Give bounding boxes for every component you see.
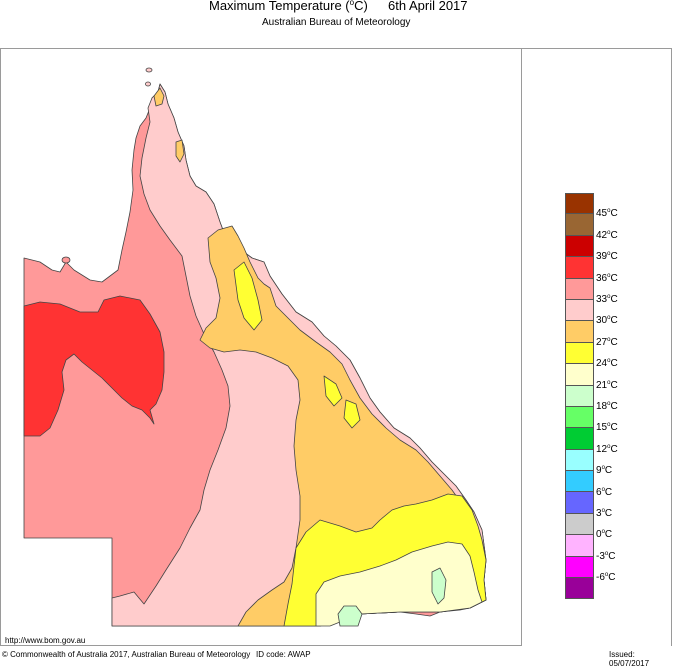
legend-label: 15oC	[596, 422, 618, 434]
copyright-notice: © Commonwealth of Australia 2017, Austra…	[2, 650, 251, 659]
legend-label: 42oC	[596, 229, 618, 241]
issued-date: Issued: 05/07/2017	[609, 650, 650, 668]
legend-band	[565, 299, 594, 322]
legend-band	[565, 535, 594, 557]
zone-24-27-spot-2	[323, 375, 343, 407]
legend-band	[565, 428, 594, 450]
legend-band	[565, 556, 594, 579]
legend-label: 30oC	[596, 315, 618, 327]
zone-24-27-spot-3	[343, 399, 361, 429]
legend-band	[565, 513, 594, 536]
legend-band	[565, 578, 594, 600]
legend-band	[565, 278, 594, 300]
legend-band	[565, 471, 594, 493]
map-bottom-border	[0, 645, 521, 646]
id-code: ID code: AWAP	[256, 650, 311, 659]
legend-label: 9oC	[596, 465, 613, 477]
legend-band	[565, 364, 594, 386]
legend-label: 3oC	[596, 508, 613, 519]
zone-36-39	[23, 295, 165, 437]
legend-label: 45oC	[596, 208, 618, 220]
legend-band	[565, 321, 594, 343]
map-subtitle: Australian Bureau of Meteorology	[262, 17, 411, 28]
legend-label: 12oC	[596, 443, 618, 455]
legend-label: 27oC	[596, 336, 618, 348]
map-title: Maximum Temperature (oC) 6th April 2017	[0, 0, 674, 16]
zone-18-21-b	[431, 567, 447, 605]
zone-21-24	[315, 541, 483, 627]
map-frame	[0, 48, 672, 646]
queensland-temperature-map	[23, 67, 487, 627]
legend-label: 0oC	[596, 529, 613, 541]
island	[145, 81, 151, 87]
zone-27-30-cape-1	[153, 87, 165, 107]
legend-label: 6oC	[596, 486, 613, 498]
legend-label: 18oC	[596, 401, 618, 412]
legend-label: 21oC	[596, 379, 618, 391]
zone-24-27-spot-1	[233, 261, 263, 331]
zone-18-21	[337, 605, 363, 627]
legend-label: -3oC	[596, 550, 616, 562]
legend-divider	[521, 48, 522, 646]
legend-label: 33oC	[596, 294, 618, 305]
legend-band	[565, 257, 594, 279]
legend-label: 36oC	[596, 272, 618, 284]
map-date: 6th April 2017	[388, 0, 468, 13]
legend-band	[565, 449, 594, 472]
color-legend	[565, 193, 594, 600]
island	[61, 256, 71, 264]
legend-label: 24oC	[596, 358, 618, 370]
legend-band	[565, 214, 594, 236]
source-url[interactable]: http://www.bom.gov.au	[5, 636, 86, 645]
legend-band	[565, 406, 594, 429]
island	[145, 67, 153, 73]
legend-band	[565, 193, 594, 215]
legend-band	[565, 385, 594, 407]
title-text: Maximum Temperature (oC)	[209, 0, 368, 13]
legend-band	[565, 492, 594, 514]
legend-band	[565, 235, 594, 258]
zone-27-30-cape-2	[175, 139, 185, 163]
legend-band	[565, 342, 594, 365]
legend-label: 39oC	[596, 251, 618, 263]
legend-label: -6oC	[596, 572, 616, 584]
